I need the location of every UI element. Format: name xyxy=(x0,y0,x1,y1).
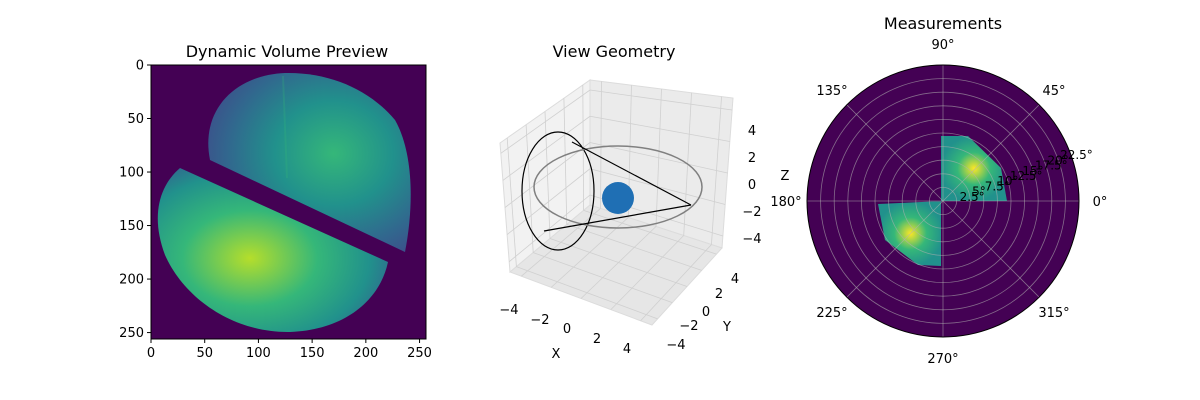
polar-theta-tick-label: 225° xyxy=(816,306,847,321)
polar-theta-gridline xyxy=(846,200,944,298)
polar-panel: Measurements 0° 45° 90° 135° 180° 225° 270° 315… xyxy=(770,14,1107,367)
polar-theta-tick-label: 135° xyxy=(816,84,847,99)
polar-theta-labels: 0° 45° 90° 135° 180° 225° 270° 315° xyxy=(770,38,1107,367)
floor-grid-line xyxy=(549,238,688,287)
y-ticks-3d: −4 −2 024 xyxy=(666,272,739,353)
heatmap-y-ticks: 0 50 100 150 200 250 xyxy=(119,59,151,341)
y-axis-label: Y xyxy=(722,320,731,335)
heatmap-y-tick-label: 0 xyxy=(136,59,144,74)
heatmap-frame xyxy=(150,64,427,340)
geometry-title: View Geometry xyxy=(553,42,676,61)
x3d-tick-label: 2 xyxy=(593,332,601,347)
z-axis-label: Z xyxy=(781,169,790,184)
polar-r-tick-label: 22.5° xyxy=(1060,148,1093,162)
polar-r-tick-label: 15° xyxy=(1022,164,1043,178)
heatmap-inner-seam xyxy=(282,75,288,179)
left-pane-grid-line xyxy=(506,168,591,235)
heatmap-y-tick-label: 50 xyxy=(127,112,144,127)
heatmap-x-tick-label: 50 xyxy=(196,346,213,361)
polar-theta-gridline xyxy=(942,200,1040,298)
polar-theta-tick-label: 90° xyxy=(931,38,954,53)
left-pane-grid-line xyxy=(563,98,568,225)
floor-grid-line xyxy=(583,209,717,255)
detector-ring-circle xyxy=(521,131,595,251)
heatmap-y-tick-label: 100 xyxy=(119,166,144,181)
polar-sector-q1 xyxy=(941,136,1007,201)
z3d-tick-label: 0 xyxy=(748,178,756,193)
heatmap-panel: Dynamic Volume Preview 0 50 100 150 200 250 0… xyxy=(119,42,432,361)
polar-r-tick-label: 7.5° xyxy=(985,179,1010,193)
polar-r-tick-label: 12.5° xyxy=(1010,169,1043,183)
x3d-tick-label: −2 xyxy=(530,313,549,328)
z3d-tick-label: 4 xyxy=(748,124,756,139)
heatmap-title: Dynamic Volume Preview xyxy=(186,42,389,61)
floor-grid-line xyxy=(566,224,702,271)
polar-frame xyxy=(806,64,1080,338)
z3d-tick-label: −2 xyxy=(742,205,761,220)
polar-r-tick-label: 2.5° xyxy=(960,190,985,204)
polar-r-tick-label: 5° xyxy=(972,185,986,199)
heatmap-x-ticks: 0 50 100 150 200 250 xyxy=(147,339,432,361)
right-pane-grid-line xyxy=(711,96,722,245)
polar-theta-tick-label: 270° xyxy=(927,352,958,367)
object-sphere xyxy=(602,182,634,214)
heatmap-x-tick-label: 150 xyxy=(300,346,325,361)
heatmap-x-tick-label: 100 xyxy=(246,346,271,361)
polar-theta-tick-label: 180° xyxy=(770,195,801,210)
x3d-tick-label: −4 xyxy=(499,303,518,318)
polar-r-tick-label: 20° xyxy=(1048,153,1069,167)
ray-upper xyxy=(571,141,692,206)
z3d-tick-label: 2 xyxy=(748,151,756,166)
heatmap-upper-lobe xyxy=(208,72,411,253)
polar-theta-tick-label: 45° xyxy=(1042,84,1065,99)
left-pane-grid-line xyxy=(544,111,551,239)
heatmap-x-tick-label: 200 xyxy=(353,346,378,361)
polar-grid xyxy=(807,65,1079,337)
y3d-tick-label: 2 xyxy=(715,287,723,302)
floor-grid-line xyxy=(610,235,685,310)
heatmap-lower-lobe xyxy=(157,168,388,333)
polar-theta-tick-label: 315° xyxy=(1038,306,1069,321)
y3d-tick-label: −4 xyxy=(666,338,685,353)
x-axis-label: X xyxy=(552,347,561,362)
polar-r-labels: 2.5°5°7.5°10°12.5°15°17.5°20°22.5° xyxy=(960,148,1093,204)
source-orbit-ellipse xyxy=(533,145,703,229)
polar-r-tick-label: 10° xyxy=(997,174,1018,188)
x3d-tick-label: 0 xyxy=(563,322,571,337)
heatmap-image xyxy=(157,72,411,333)
polar-theta-gridline xyxy=(942,104,1040,202)
heatmap-x-tick-label: 0 xyxy=(147,346,155,361)
heatmap-y-tick-label: 200 xyxy=(119,273,144,288)
heatmap-x-tick-label: 250 xyxy=(407,346,432,361)
right-pane-grid-line xyxy=(655,88,662,227)
heatmap-y-tick-label: 250 xyxy=(119,326,144,341)
x-ticks-3d: −4 −2 0 2 4 xyxy=(499,303,631,357)
ray-lower xyxy=(543,204,692,232)
left-pane-grid-line xyxy=(508,194,591,262)
polar-theta-gridline xyxy=(846,104,944,202)
z-ticks-3d: −4 −2 0 2 4 xyxy=(742,124,761,247)
z3d-tick-label: −4 xyxy=(742,232,761,247)
x3d-tick-label: 4 xyxy=(623,342,631,357)
y3d-tick-label: −2 xyxy=(679,319,698,334)
polar-title: Measurements xyxy=(884,14,1002,33)
right-pane-grid-line xyxy=(589,168,726,205)
heatmap-y-tick-label: 150 xyxy=(119,219,144,234)
y3d-tick-label: 4 xyxy=(731,272,739,287)
polar-theta-tick-label: 0° xyxy=(1093,195,1108,210)
floor-grid-line xyxy=(640,244,712,322)
y3d-tick-label: 0 xyxy=(702,305,710,320)
polar-r-tick-label: 17.5° xyxy=(1035,159,1068,173)
